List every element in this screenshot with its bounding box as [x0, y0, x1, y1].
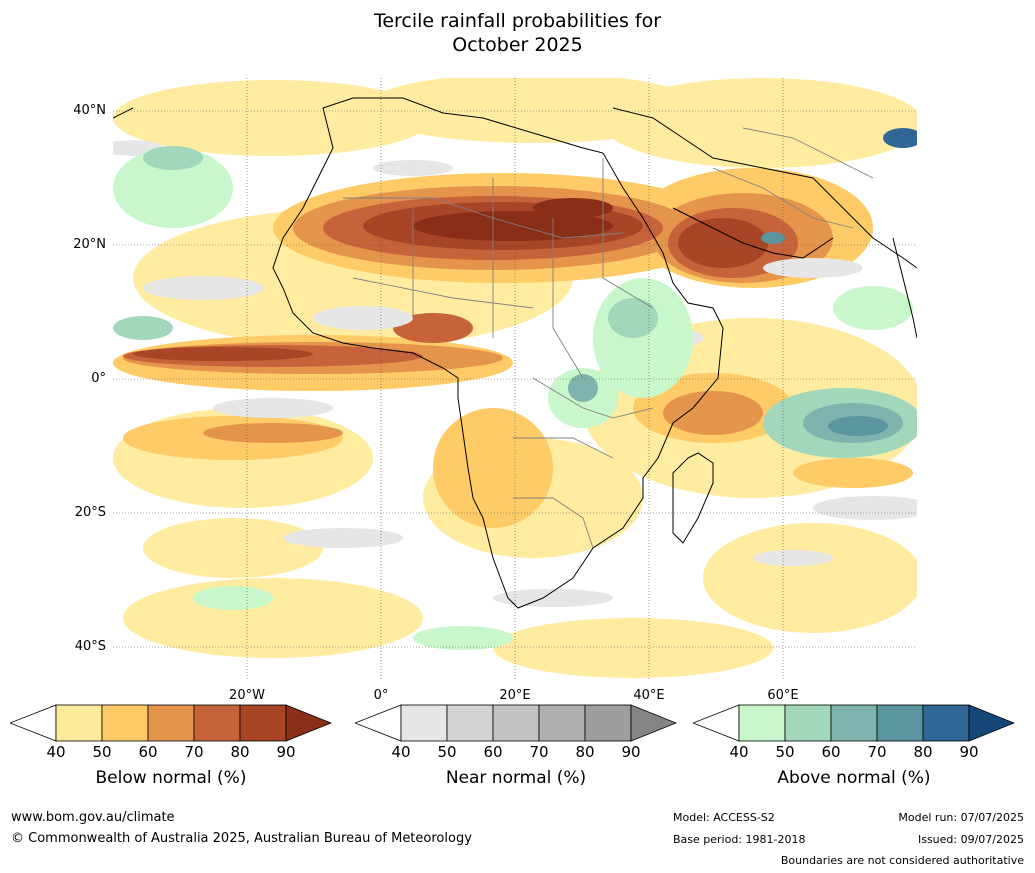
lon-label-20e: 20°E: [499, 688, 531, 703]
lat-label-0: 0°: [91, 371, 106, 386]
colorbar-tick: 50: [775, 743, 795, 761]
colorbar-below-normal-swatch-40: [55, 704, 103, 742]
colorbar-tick: 80: [913, 743, 933, 761]
colorbar-above-normal-low-arrow: [693, 704, 740, 742]
map-title: Tercile rainfall probabilities for Octob…: [0, 9, 1035, 57]
colorbar-near-normal-high-arrow: [630, 704, 677, 742]
colorbar-tick: 80: [230, 743, 250, 761]
colorbar-near-normal-swatch-60: [492, 704, 540, 742]
colorbar-below-normal-high-arrow: [285, 704, 332, 742]
colorbar-tick: 50: [437, 743, 457, 761]
footer-issued: Issued: 09/07/2025: [917, 833, 1024, 846]
colorbar-below-normal-swatch-80: [239, 704, 287, 742]
colorbar-tick: 80: [575, 743, 595, 761]
footer-boundaries-note: Boundaries are not considered authoritat…: [780, 854, 1024, 867]
rainfall-map: [113, 78, 917, 680]
colorbar-below-normal-swatch-60: [147, 704, 195, 742]
colorbar-near-normal: [355, 704, 677, 742]
below-normal-90-field: [413, 198, 613, 241]
colorbar-below-normal: [10, 704, 332, 742]
country-borders: [343, 127, 874, 549]
colorbar-tick: 60: [483, 743, 503, 761]
colorbar-above-normal-swatch-70: [876, 704, 924, 742]
colorbar-tick: 60: [138, 743, 158, 761]
colorbar-near-normal-label: Near normal (%): [445, 768, 587, 788]
colorbar-tick: 90: [276, 743, 296, 761]
footer-copyright: © Commonwealth of Australia 2025, Austra…: [11, 831, 472, 846]
lon-label-40e: 40°E: [633, 688, 665, 703]
colorbar-tick: 90: [621, 743, 641, 761]
lat-label-40s: 40°S: [74, 639, 106, 654]
lat-label-20s: 20°S: [74, 505, 106, 520]
colorbar-above-normal-swatch-40: [738, 704, 786, 742]
colorbar-tick: 70: [867, 743, 887, 761]
colorbar-near-normal-swatch-70: [538, 704, 586, 742]
lon-label-0: 0°: [373, 688, 389, 703]
colorbar-tick: 40: [391, 743, 411, 761]
colorbar-above-normal-high-arrow: [968, 704, 1015, 742]
coastlines: [113, 97, 917, 609]
footer-model: Model: ACCESS-S2: [673, 811, 775, 824]
lat-label-20n: 20°N: [73, 237, 106, 252]
colorbar-tick: 60: [821, 743, 841, 761]
colorbar-above-normal-swatch-60: [830, 704, 878, 742]
graticule: [113, 78, 917, 680]
colorbar-above-normal: [693, 704, 1015, 742]
colorbar-near-normal-low-arrow: [355, 704, 402, 742]
colorbar-tick: 40: [729, 743, 749, 761]
colorbar-near-normal-swatch-50: [446, 704, 494, 742]
colorbar-tick: 90: [959, 743, 979, 761]
colorbar-below-normal-low-arrow: [10, 704, 57, 742]
colorbar-below-normal-label: Below normal (%): [95, 768, 247, 788]
colorbar-above-normal-swatch-50: [784, 704, 832, 742]
title-line-1: Tercile rainfall probabilities for: [373, 10, 662, 32]
colorbar-tick: 70: [529, 743, 549, 761]
colorbar-tick: 50: [92, 743, 112, 761]
colorbar-near-normal-swatch-40: [400, 704, 448, 742]
footer-url: www.bom.gov.au/climate: [11, 810, 175, 825]
footer-model-run: Model run: 07/07/2025: [898, 811, 1024, 824]
above-normal-field: [113, 128, 917, 650]
colorbar-below-normal-swatch-70: [193, 704, 241, 742]
footer-base-period: Base period: 1981-2018: [673, 833, 806, 846]
colorbar-tick: 40: [46, 743, 66, 761]
title-line-2: October 2025: [452, 34, 583, 56]
lon-label-60e: 60°E: [767, 688, 799, 703]
colorbar-above-normal-swatch-80: [922, 704, 970, 742]
colorbar-above-normal-label: Above normal (%): [777, 768, 931, 788]
lat-label-40n: 40°N: [73, 103, 106, 118]
colorbar-tick: 70: [184, 743, 204, 761]
colorbar-below-normal-swatch-50: [101, 704, 149, 742]
lon-label-20w: 20°W: [229, 688, 265, 703]
colorbar-near-normal-swatch-80: [584, 704, 632, 742]
